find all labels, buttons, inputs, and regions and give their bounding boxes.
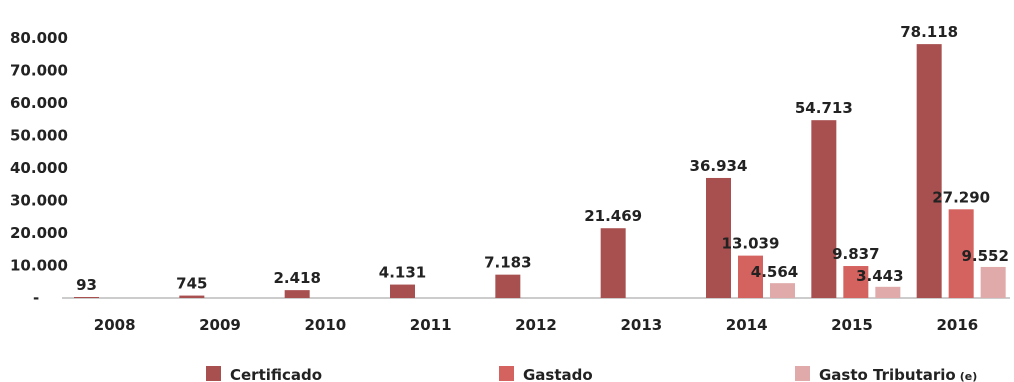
y-tick-label: - — [33, 289, 39, 307]
x-tick-label: 2012 — [515, 316, 557, 334]
data-label: 4.131 — [379, 264, 426, 282]
x-tick-label: 2015 — [831, 316, 873, 334]
x-tick-label: 2010 — [304, 316, 346, 334]
legend-label: Gastado — [523, 366, 593, 382]
bar-certificado — [706, 177, 731, 298]
legend-swatch — [206, 366, 221, 381]
legend-label: Certificado — [230, 366, 322, 382]
data-label: 7.183 — [484, 254, 531, 272]
bars — [74, 44, 1006, 299]
legend-item-certificado: Certificado — [206, 366, 322, 382]
data-label: 21.469 — [584, 207, 642, 225]
bar-certificado — [495, 274, 521, 298]
bar-gasto-tributario — [875, 286, 901, 298]
y-tick-label: 80.000 — [10, 29, 68, 47]
y-tick-label: 40.000 — [10, 159, 68, 177]
x-tick-label: 2016 — [936, 316, 978, 334]
legend: Certificado Gastado Gasto Tributario (e) — [206, 366, 977, 382]
y-tick-label: 10.000 — [10, 257, 68, 275]
bar-certificado — [811, 120, 837, 299]
bar-gastado — [843, 266, 869, 298]
y-tick-label: 70.000 — [10, 62, 68, 80]
legend-label: Gasto Tributario (e) — [819, 366, 977, 382]
bar-gastado — [948, 209, 974, 298]
x-tick-label: 2011 — [410, 316, 452, 334]
bar-certificado — [179, 295, 205, 298]
x-tick-label: 2008 — [94, 316, 136, 334]
bar-certificado — [74, 297, 99, 298]
data-label: 93 — [76, 276, 97, 294]
data-label: 745 — [176, 275, 207, 293]
x-tick-label: 2013 — [620, 316, 662, 334]
legend-item-gastado: Gastado — [499, 366, 593, 382]
data-label: 9.837 — [832, 245, 879, 263]
x-tick-label: 2009 — [199, 316, 241, 334]
bar-gasto-tributario — [980, 266, 1006, 298]
legend-item-gasto-tributario: Gasto Tributario (e) — [795, 366, 977, 382]
data-label: 36.934 — [690, 157, 748, 175]
bar-certificado — [600, 228, 626, 298]
y-tick-label: 20.000 — [10, 224, 68, 242]
data-label: 27.290 — [932, 188, 990, 206]
x-axis: 2008 2009 2010 2011 2012 2013 2014 2015 2016 — [62, 297, 1010, 334]
legend-swatch — [795, 366, 810, 381]
bar-gasto-tributario — [770, 283, 795, 298]
y-tick-label: 60.000 — [10, 94, 68, 112]
bar-certificado — [916, 44, 942, 298]
data-label: 9.552 — [961, 247, 1008, 265]
data-label: 54.713 — [795, 99, 853, 117]
bar-gastado — [738, 255, 763, 298]
y-tick-label: 30.000 — [10, 192, 68, 210]
x-tick-label: 2014 — [726, 316, 768, 334]
y-axis: - 10.000 20.000 30.000 40.000 50.000 60.000 70.… — [10, 29, 68, 307]
data-label: 2.418 — [273, 269, 320, 287]
data-label: 78.118 — [900, 23, 958, 41]
y-tick-label: 50.000 — [10, 127, 68, 145]
bar-certificado — [390, 284, 415, 298]
data-label: 3.443 — [856, 267, 903, 285]
legend-swatch — [499, 366, 514, 381]
data-label: 4.564 — [751, 263, 798, 281]
data-label: 13.039 — [722, 235, 780, 253]
data-labels: 93 745 2.418 4.131 7.183 21.469 36.934 13.039 4.… — [76, 23, 1009, 294]
bar-certificado — [284, 290, 310, 298]
